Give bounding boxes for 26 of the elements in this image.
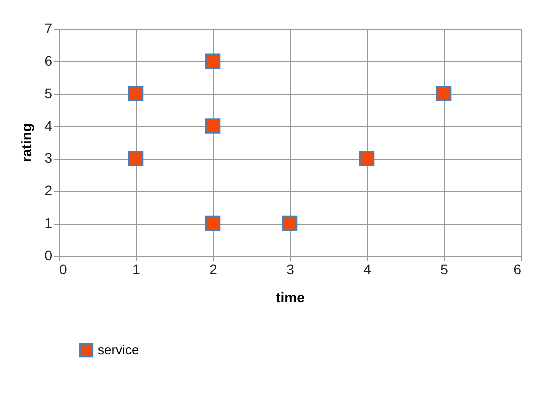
- y-tick-label: 7: [44, 20, 53, 36]
- x-tick-label: 3: [286, 262, 295, 278]
- point: [205, 216, 221, 232]
- legend-label: service: [98, 342, 140, 358]
- y-tick-label: 0: [44, 248, 53, 264]
- point: [282, 216, 298, 232]
- y-axis-title: rating: [18, 124, 35, 162]
- point: [205, 54, 221, 70]
- point: [128, 151, 144, 166]
- point: [205, 118, 221, 134]
- y-tick-label: 1: [44, 215, 53, 232]
- x-axis-title: time: [276, 290, 306, 306]
- point: [359, 151, 375, 166]
- x-tick-label: 0: [60, 262, 68, 278]
- x-tick-label: 6: [514, 262, 522, 278]
- point: [436, 86, 452, 102]
- x-tick-label: 4: [364, 262, 372, 278]
- y-tick-label: 2: [44, 182, 53, 199]
- y-tick-label: 5: [44, 85, 53, 102]
- x-tick-label: 1: [132, 262, 141, 278]
- y-tick-label: 6: [44, 52, 53, 69]
- y-tick-label: 3: [44, 150, 53, 166]
- point: [128, 86, 144, 102]
- x-tick-label: 5: [440, 262, 449, 278]
- x-tick-label: 2: [210, 262, 218, 278]
- y-tick-label: 4: [44, 118, 53, 134]
